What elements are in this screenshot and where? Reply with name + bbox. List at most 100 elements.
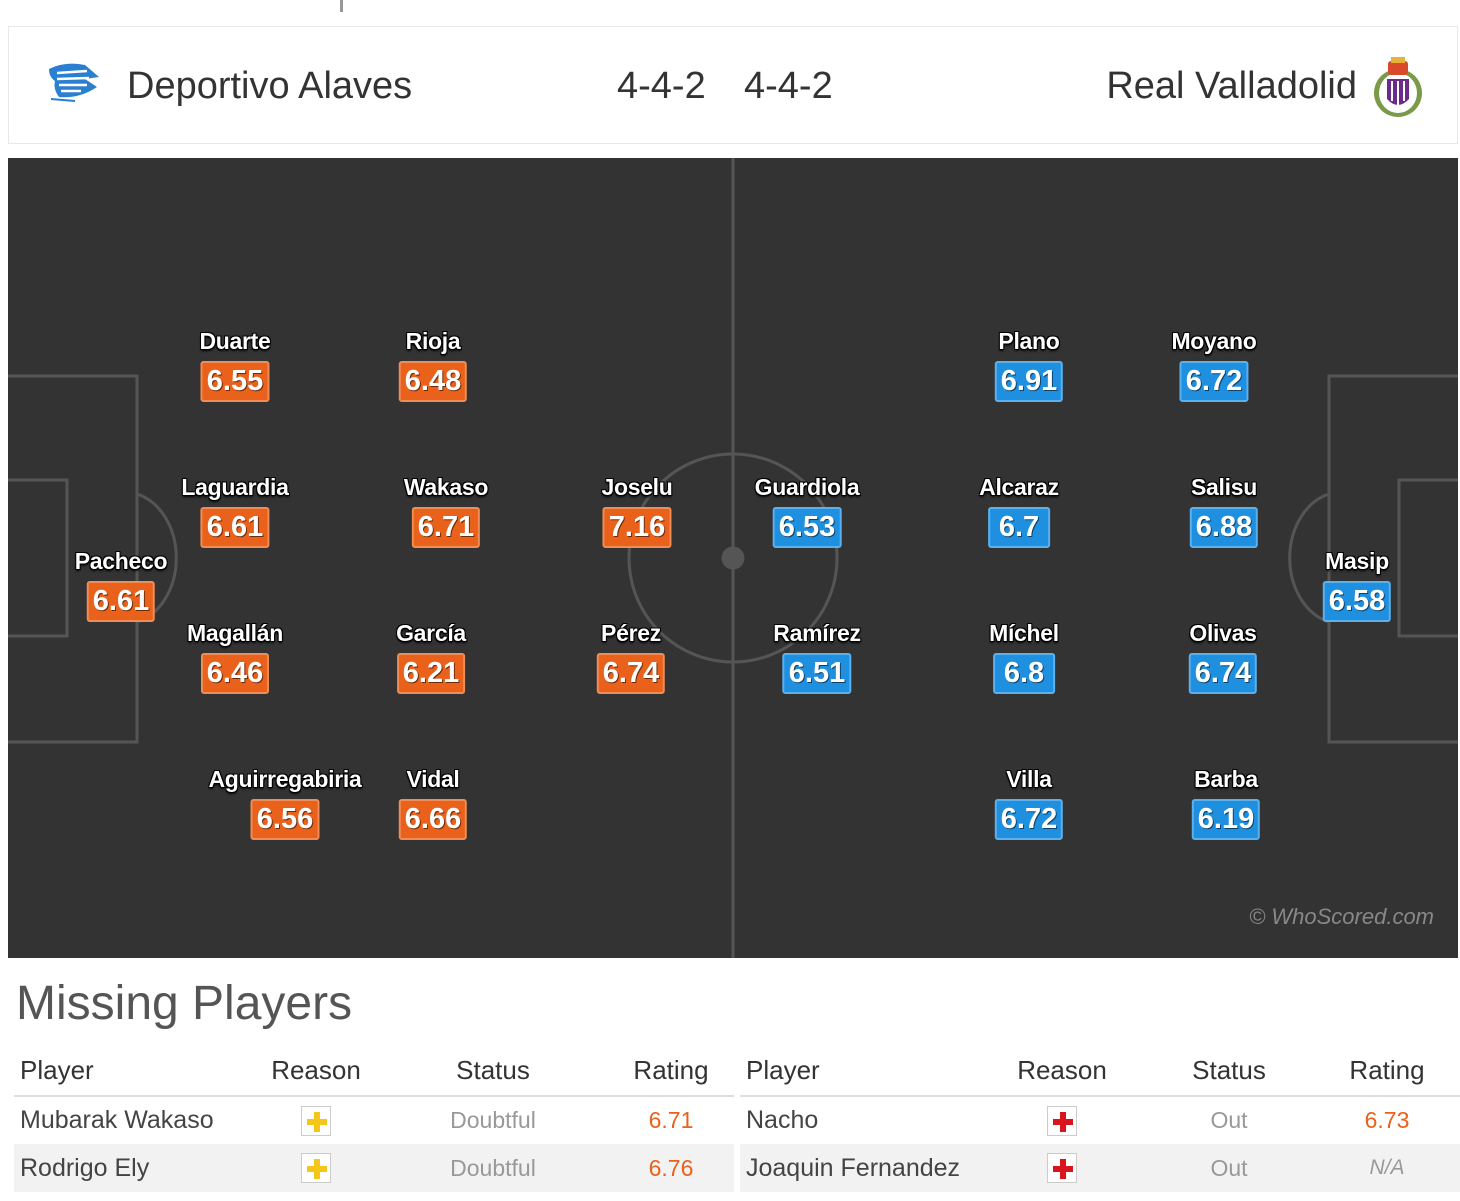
player-status: Out: [1144, 1144, 1314, 1192]
home-player[interactable]: Wakaso 6.71: [404, 474, 488, 548]
player-rating-badge: 6.53: [772, 507, 842, 548]
home-player[interactable]: Pérez 6.74: [596, 620, 666, 694]
pitch-markings: [8, 158, 1458, 958]
away-team-name[interactable]: Real Valladolid: [1106, 65, 1357, 107]
away-formation: 4-4-2: [744, 65, 833, 107]
col-status[interactable]: Status: [1144, 1046, 1314, 1097]
doubtful-cross-icon[interactable]: [301, 1153, 331, 1184]
player-rating-badge: 6.61: [86, 581, 156, 622]
player-status: Out: [1210, 1107, 1248, 1133]
player-rating-badge: 6.8: [993, 653, 1055, 694]
away-player[interactable]: Olivas 6.74: [1188, 620, 1258, 694]
home-player[interactable]: Magallán 6.46: [187, 620, 283, 694]
home-player[interactable]: Pacheco 6.61: [75, 548, 168, 622]
player-rating-badge: 6.72: [994, 799, 1064, 840]
player-name: Ramírez: [773, 620, 861, 646]
away-player[interactable]: Barba 6.19: [1191, 766, 1261, 840]
player-status: Doubtful: [378, 1144, 608, 1192]
table-header-row: Player Reason Status Rating: [740, 1046, 1460, 1097]
missing-players-title: Missing Players: [16, 977, 353, 1030]
away-player[interactable]: Guardiola 6.53: [755, 474, 860, 548]
player-rating-badge: 6.51: [782, 653, 852, 694]
formation-pitch: Pacheco 6.61 Duarte 6.55 Laguardia 6.61 Magall…: [8, 158, 1458, 958]
home-player[interactable]: Rioja 6.48: [398, 328, 468, 402]
player-rating-badge: 6.74: [596, 653, 666, 694]
player-rating-badge: 6.91: [994, 361, 1064, 402]
home-missing-table: Player Reason Status Rating Mubarak Waka…: [14, 1046, 734, 1192]
away-player[interactable]: Alcaraz 6.7: [979, 474, 1059, 548]
player-name: Barba: [1194, 766, 1258, 792]
away-player[interactable]: Villa 6.72: [994, 766, 1064, 840]
player-name: García: [396, 620, 466, 646]
player-name: Laguardia: [181, 474, 289, 500]
alaves-crest-icon[interactable]: [45, 59, 103, 103]
home-team-name[interactable]: Deportivo Alaves: [127, 65, 413, 107]
away-missing-table: Player Reason Status Rating Nacho Out 6.…: [740, 1046, 1460, 1192]
player-name: Aguirregabiria: [208, 766, 362, 792]
player-rating-badge: 6.56: [250, 799, 320, 840]
col-status[interactable]: Status: [378, 1046, 608, 1097]
player-name: Guardiola: [754, 474, 860, 500]
away-player[interactable]: Plano 6.91: [994, 328, 1064, 402]
away-player[interactable]: Salisu 6.88: [1189, 474, 1259, 548]
player-rating: 6.73: [1364, 1107, 1410, 1133]
player-rating-badge: 6.71: [411, 507, 481, 548]
player-rating-badge: 7.16: [602, 507, 672, 548]
col-rating[interactable]: Rating: [608, 1046, 734, 1097]
injury-cross-icon[interactable]: [1047, 1153, 1077, 1184]
table-row: Rodrigo Ely Doubtful 6.76: [14, 1144, 734, 1192]
home-player[interactable]: Joselu 7.16: [601, 474, 673, 548]
away-player[interactable]: Moyano 6.72: [1171, 328, 1257, 402]
player-name: Moyano: [1171, 328, 1257, 354]
away-player[interactable]: Ramírez 6.51: [773, 620, 861, 694]
player-name[interactable]: Rodrigo Ely: [14, 1144, 254, 1192]
col-reason[interactable]: Reason: [254, 1046, 378, 1097]
player-name[interactable]: Nacho: [746, 1106, 819, 1134]
player-status: Doubtful: [450, 1107, 536, 1133]
player-name: Pérez: [601, 620, 661, 646]
home-player[interactable]: Vidal 6.66: [398, 766, 468, 840]
player-name: Plano: [998, 328, 1060, 354]
col-rating[interactable]: Rating: [1314, 1046, 1460, 1097]
player-name[interactable]: Mubarak Wakaso: [20, 1106, 214, 1134]
match-header: Deportivo Alaves 4-4-2 4-4-2 Real Vallad…: [8, 26, 1458, 144]
player-rating-badge: 6.74: [1188, 653, 1258, 694]
table-row: Nacho Out 6.73: [740, 1096, 1460, 1144]
player-rating-badge: 6.88: [1189, 507, 1259, 548]
player-name: Villa: [1006, 766, 1052, 792]
player-name: Rioja: [405, 328, 461, 354]
player-name: Vidal: [406, 766, 460, 792]
watermark: © WhoScored.com: [1249, 904, 1434, 929]
home-player[interactable]: García 6.21: [396, 620, 466, 694]
away-player[interactable]: Míchel 6.8: [989, 620, 1059, 694]
player-name[interactable]: Joaquin Fernandez: [740, 1144, 980, 1192]
home-player[interactable]: Aguirregabiria 6.56: [208, 766, 362, 840]
home-formation: 4-4-2: [617, 65, 706, 107]
player-rating-badge: 6.21: [396, 653, 466, 694]
player-rating-badge: 6.61: [200, 507, 270, 548]
home-player[interactable]: Laguardia 6.61: [181, 474, 289, 548]
player-rating-badge: 6.72: [1179, 361, 1249, 402]
col-player[interactable]: Player: [14, 1046, 254, 1097]
player-name: Masip: [1325, 548, 1389, 574]
player-rating-badge: 6.55: [200, 361, 270, 402]
player-rating-badge: 6.7: [987, 507, 1050, 548]
doubtful-cross-icon[interactable]: [301, 1105, 331, 1136]
player-rating-badge: 6.46: [200, 653, 270, 694]
scroll-edge-marker: [340, 0, 343, 12]
player-name: Pacheco: [74, 548, 168, 574]
col-player[interactable]: Player: [740, 1046, 980, 1097]
table-row: Mubarak Wakaso Doubtful 6.71: [14, 1096, 734, 1144]
player-name: Salisu: [1191, 474, 1257, 500]
player-name: Duarte: [199, 328, 271, 354]
valladolid-crest-icon[interactable]: [1371, 53, 1425, 119]
injury-cross-icon[interactable]: [1047, 1105, 1077, 1136]
table-row: Joaquin Fernandez Out N/A: [740, 1144, 1460, 1192]
player-rating: 6.71: [648, 1107, 694, 1133]
home-player[interactable]: Duarte 6.55: [199, 328, 271, 402]
player-name: Joselu: [601, 474, 673, 500]
away-player[interactable]: Masip 6.58: [1322, 548, 1392, 622]
col-reason[interactable]: Reason: [980, 1046, 1144, 1097]
player-rating: 6.76: [608, 1144, 734, 1192]
player-name: Míchel: [989, 620, 1059, 646]
